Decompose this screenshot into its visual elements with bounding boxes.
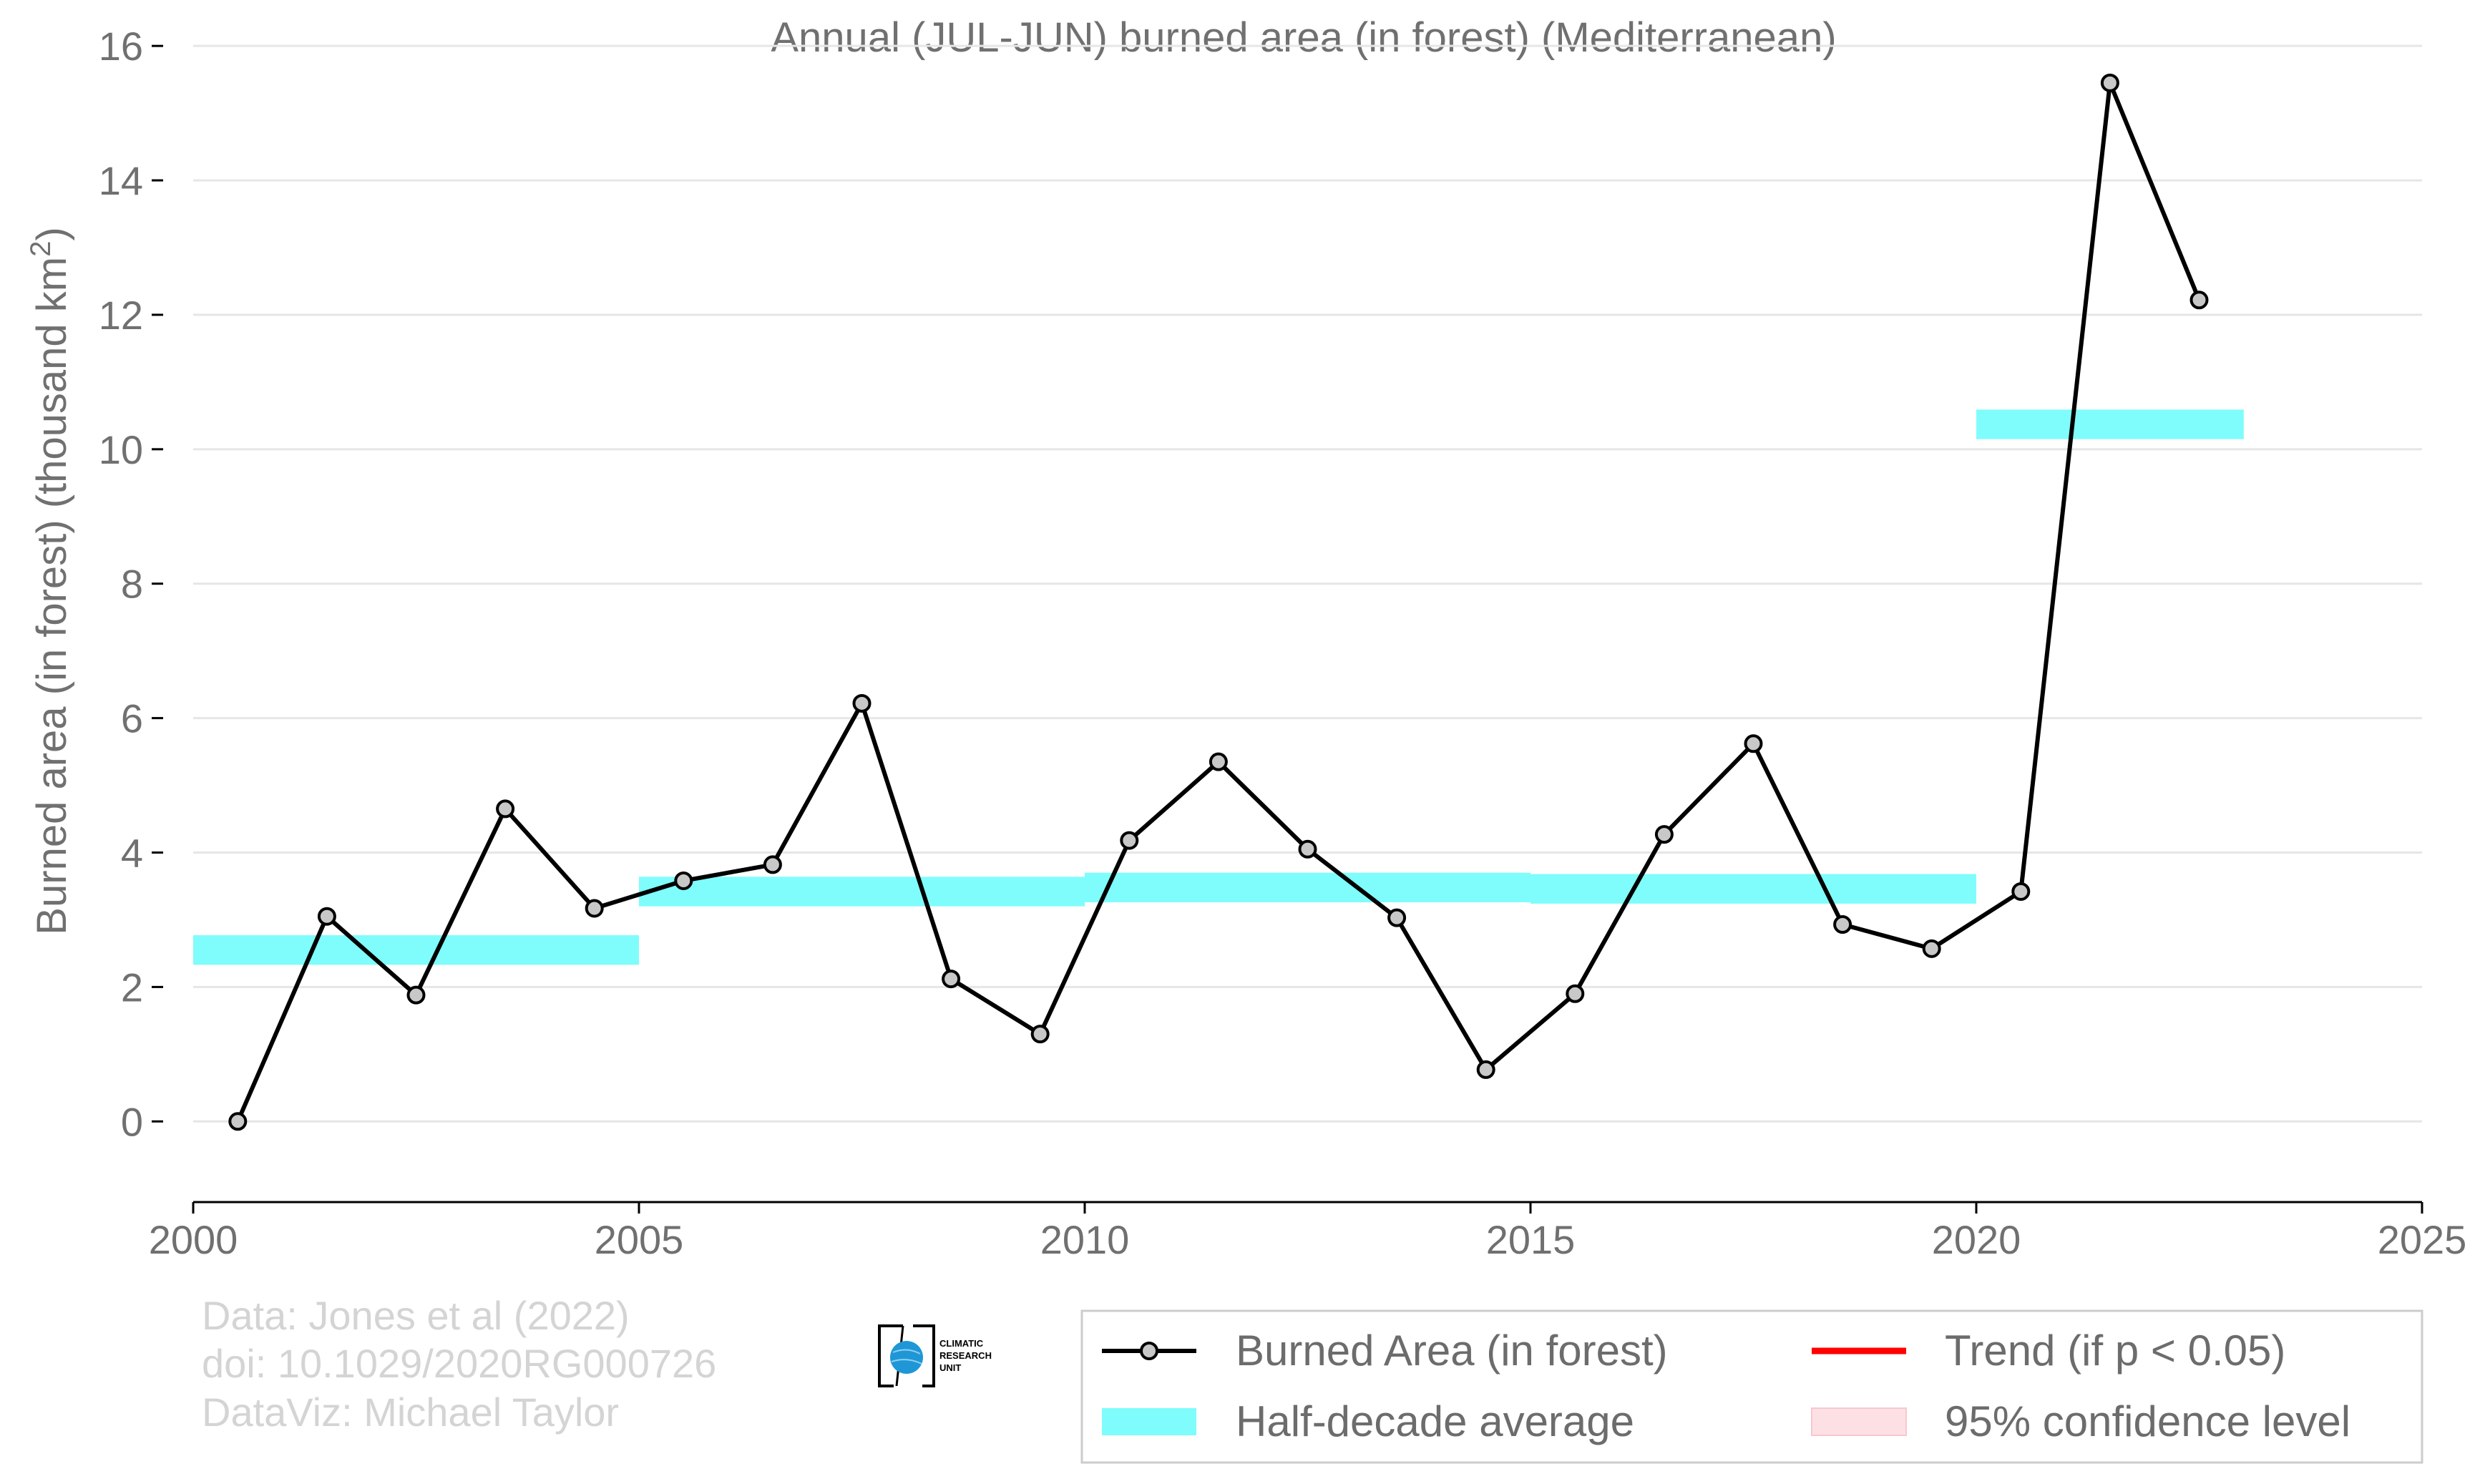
data-point-2009.5 xyxy=(1030,1025,1050,1044)
y-tick-label-12: 12 xyxy=(99,293,143,338)
data-point-2019.5 xyxy=(1922,939,1941,958)
data-point-2022.5 xyxy=(2189,291,2209,310)
legend-trend-label: Trend (if p < 0.05) xyxy=(1945,1327,2285,1375)
y-tick-label-4: 4 xyxy=(121,830,143,875)
half-decade-bar-2000 xyxy=(193,935,639,965)
y-tick-label-2: 2 xyxy=(121,965,143,1010)
data-point-2012.5 xyxy=(1298,839,1317,859)
burned-area-series xyxy=(228,73,2209,1131)
legend-average-swatch xyxy=(1102,1408,1196,1435)
logo-bracket-right xyxy=(913,1324,935,1387)
y-axis-label: Burned area (in forest) (thousand km2) xyxy=(25,227,75,934)
legend: Burned Area (in forest) Half-decade aver… xyxy=(1080,1309,2423,1464)
data-point-2016.5 xyxy=(1654,825,1674,844)
half-decade-bar-2020 xyxy=(1976,409,2244,439)
logo-text-2: RESEARCH xyxy=(939,1350,992,1361)
data-point-2007.5 xyxy=(852,693,872,713)
data-point-2015.5 xyxy=(1566,984,1585,1003)
x-tick-label-2015: 2015 xyxy=(1486,1217,1576,1262)
data-point-2018.5 xyxy=(1833,915,1852,934)
x-ticks: 2000 2005 2010 2015 2020 2025 xyxy=(149,1202,2467,1262)
series-line xyxy=(235,80,2202,1123)
half-decade-bar-2015 xyxy=(1530,874,1976,904)
data-point-2008.5 xyxy=(942,970,961,989)
legend-series-label: Burned Area (in forest) xyxy=(1236,1327,1668,1375)
legend-confidence-swatch xyxy=(1811,1407,1907,1436)
data-point-2013.5 xyxy=(1387,908,1407,927)
legend-box xyxy=(1080,1309,2423,1464)
credit-dataviz: DataViz: Michael Taylor xyxy=(202,1390,619,1435)
y-tick-label-0: 0 xyxy=(121,1099,143,1144)
data-point-2010.5 xyxy=(1120,831,1139,850)
x-tick-label-2010: 2010 xyxy=(1040,1217,1130,1262)
credit-data: Data: Jones et al (2022) xyxy=(202,1293,630,1338)
x-tick-label-2025: 2025 xyxy=(2378,1217,2467,1262)
data-point-2000.5 xyxy=(228,1112,248,1131)
y-tick-label-16: 16 xyxy=(99,24,143,69)
x-tick-label-2000: 2000 xyxy=(149,1217,238,1262)
globe-lines xyxy=(891,1349,922,1365)
y-tick-label-6: 6 xyxy=(121,696,143,741)
logo-text-3: UNIT xyxy=(939,1362,961,1373)
logo-bracket-left xyxy=(878,1324,903,1387)
data-point-2006.5 xyxy=(763,855,782,874)
x-tick-label-2020: 2020 xyxy=(1932,1217,2021,1262)
half-decade-bar-2005 xyxy=(639,877,1085,907)
data-point-2017.5 xyxy=(1744,734,1763,753)
y-ticks: 0 2 4 6 8 10 12 14 16 xyxy=(99,24,163,1144)
x-tick-label-2005: 2005 xyxy=(595,1217,684,1262)
y-tick-label-14: 14 xyxy=(99,158,143,203)
legend-average-label: Half-decade average xyxy=(1236,1397,1634,1445)
credits: Data: Jones et al (2022) doi: 10.1029/20… xyxy=(202,1293,716,1435)
credit-doi: doi: 10.1029/2020RG000726 xyxy=(202,1341,716,1386)
data-point-2001.5 xyxy=(317,907,336,926)
data-point-2011.5 xyxy=(1209,752,1228,771)
y-tick-label-10: 10 xyxy=(99,427,143,472)
data-point-2003.5 xyxy=(496,799,515,819)
legend-series-marker xyxy=(1140,1342,1158,1360)
globe-icon xyxy=(890,1341,923,1374)
half-decade-bar-2010 xyxy=(1085,872,1530,903)
data-point-2014.5 xyxy=(1476,1060,1495,1079)
cru-logo: CLIMATIC RESEARCH UNIT xyxy=(878,1324,992,1387)
chart-title: Annual (JUL-JUN) burned area (in forest)… xyxy=(771,14,1836,61)
y-tick-label-8: 8 xyxy=(121,562,143,607)
data-point-2020.5 xyxy=(2011,882,2031,901)
grid-lines xyxy=(193,44,2422,1123)
legend-confidence-label: 95% confidence level xyxy=(1945,1397,2350,1445)
data-point-2004.5 xyxy=(585,899,604,918)
data-point-2021.5 xyxy=(2100,73,2119,92)
data-point-2005.5 xyxy=(674,871,693,890)
logo-text-1: CLIMATIC xyxy=(939,1338,984,1349)
half-decade-bars xyxy=(193,409,2244,965)
data-point-2002.5 xyxy=(406,985,426,1005)
